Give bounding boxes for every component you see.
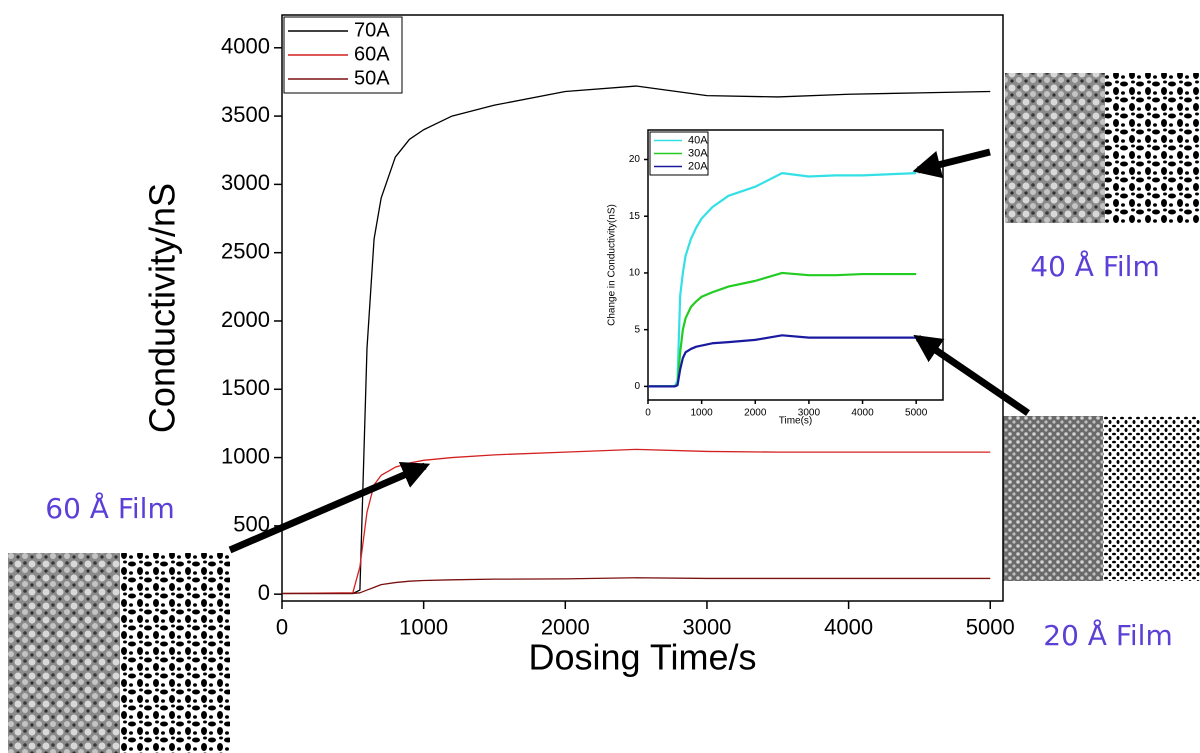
legend-label: 20A [688, 160, 708, 172]
series-line [648, 334, 917, 388]
x-tick-label: 0 [645, 408, 651, 419]
plot-frame [647, 129, 944, 401]
annotation: 20 Å Film [1043, 618, 1173, 652]
x-tick-label: 3000 [682, 615, 731, 640]
legend-label: 30A [688, 147, 708, 159]
charts: 0 1000 2000 3000 4000 50000500100015002000250… [142, 14, 1015, 678]
chart: 0 1000 2000 3000 4000 5000 0 5 10 15 20 Time(s) Chan… [607, 129, 944, 427]
y-tick-label: 2000 [221, 307, 270, 332]
x-tick-label: 5000 [966, 615, 1015, 640]
y-axis-label: Change in Conductivity(nS) [607, 204, 618, 326]
x-tick-label: 1000 [691, 408, 714, 419]
arrow [228, 462, 431, 554]
x-tick-label: 2000 [744, 408, 767, 419]
y-tick-label: 3000 [221, 170, 270, 195]
series-line [282, 577, 991, 595]
annotation: 40 Å Film [1030, 249, 1160, 283]
series-line [648, 271, 917, 388]
x-axis-label: Time(s) [779, 416, 813, 427]
x-tick-label: 4000 [824, 615, 873, 640]
x-axis-label: Dosing Time/s [528, 637, 756, 678]
arrow [912, 148, 991, 179]
micrograph-40 [1005, 73, 1200, 223]
y-tick-label: 1000 [221, 443, 270, 468]
annotation: 60 Å Film [45, 491, 175, 525]
plot-frame [281, 14, 1004, 602]
y-tick-label: 20 [629, 154, 641, 165]
y-axis-label: Conductivity/nS [142, 183, 183, 433]
y-tick-label: 15 [629, 211, 641, 222]
chart: 0 1000 2000 3000 4000 50000500100015002000250… [142, 14, 1015, 678]
x-tick-label: 1000 [399, 615, 448, 640]
x-tick-label: 5000 [905, 408, 928, 419]
micrograph-60 [8, 553, 230, 753]
y-tick-label: 0 [258, 580, 270, 605]
x-tick-label: 4000 [851, 408, 874, 419]
y-tick-label: 1500 [221, 375, 270, 400]
legend-label: 50A [354, 67, 390, 89]
y-tick-label: 0 [634, 381, 640, 392]
micrograph-20 [1003, 416, 1200, 581]
y-tick-label: 4000 [221, 34, 270, 59]
legend-label: 60A [354, 43, 390, 65]
arrow [913, 334, 1030, 416]
legend-label: 70A [354, 19, 390, 41]
x-tick-label: 3000 [798, 408, 821, 419]
series-line [282, 85, 991, 595]
y-tick-label: 10 [629, 268, 641, 279]
x-tick-label: 0 [276, 615, 288, 640]
series-line [648, 172, 917, 388]
y-tick-label: 5 [634, 324, 640, 335]
y-tick-label: 3500 [221, 102, 270, 127]
legend-label: 40A [688, 134, 708, 146]
series-line [281, 448, 991, 595]
y-tick-label: 2500 [221, 238, 270, 263]
x-tick-label: 2000 [541, 615, 590, 640]
